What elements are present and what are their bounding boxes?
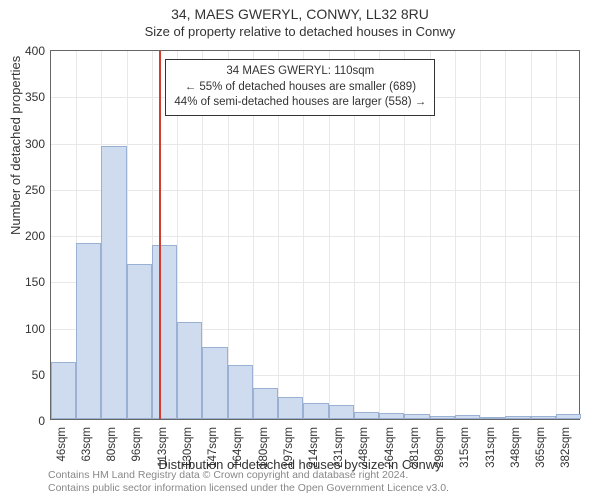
histogram-bar [531, 416, 556, 419]
y-tick-label: 400 [25, 44, 51, 58]
histogram-bar [329, 405, 354, 419]
gridline-v [480, 51, 481, 419]
chart-area: 05010015020025030035040046sqm63sqm80sqm9… [50, 50, 580, 420]
histogram-bar [303, 403, 328, 419]
histogram-bar [278, 397, 303, 419]
y-axis-label: Number of detached properties [8, 56, 23, 235]
caption-line-2: Contains public sector information licen… [48, 482, 449, 494]
reference-line [159, 51, 161, 419]
gridline-h [51, 236, 579, 237]
callout-box: 34 MAES GWERYL: 110sqm← 55% of detached … [165, 59, 435, 116]
chart-title-sub: Size of property relative to detached ho… [0, 22, 600, 39]
histogram-bar [354, 412, 379, 419]
histogram-bar [177, 322, 202, 419]
caption-line-1: Contains HM Land Registry data © Crown c… [48, 469, 408, 481]
histogram-bar [253, 388, 278, 419]
histogram-bar [430, 416, 455, 419]
gridline-v [556, 51, 557, 419]
chart-title-main: 34, MAES GWERYL, CONWY, LL32 8RU [0, 0, 600, 22]
y-tick-label: 0 [38, 414, 51, 428]
histogram-bar [505, 416, 530, 419]
y-tick-label: 250 [25, 183, 51, 197]
histogram-bar [202, 347, 227, 419]
y-tick-label: 300 [25, 137, 51, 151]
gridline-h [51, 144, 579, 145]
callout-line-1: 34 MAES GWERYL: 110sqm [174, 64, 426, 80]
histogram-bar [127, 264, 152, 419]
y-tick-label: 100 [25, 322, 51, 336]
y-tick-label: 200 [25, 229, 51, 243]
histogram-bar [51, 362, 76, 419]
histogram-bar [379, 413, 404, 419]
y-tick-label: 150 [25, 275, 51, 289]
histogram-bar [480, 417, 505, 419]
histogram-bar [404, 414, 429, 419]
gridline-h [51, 190, 579, 191]
y-tick-label: 50 [32, 368, 51, 382]
plot-area: 05010015020025030035040046sqm63sqm80sqm9… [50, 50, 580, 420]
callout-line-2: ← 55% of detached houses are smaller (68… [174, 80, 426, 96]
histogram-bar [101, 146, 126, 419]
histogram-bar [556, 414, 581, 419]
callout-line-3: 44% of semi-detached houses are larger (… [174, 95, 426, 111]
histogram-bar [455, 415, 480, 419]
histogram-bar [76, 243, 101, 419]
histogram-bar [228, 365, 253, 419]
y-tick-label: 350 [25, 90, 51, 104]
gridline-v [455, 51, 456, 419]
footer-caption: Contains HM Land Registry data © Crown c… [48, 469, 449, 495]
gridline-v [505, 51, 506, 419]
gridline-v [531, 51, 532, 419]
histogram-bar [152, 245, 177, 419]
